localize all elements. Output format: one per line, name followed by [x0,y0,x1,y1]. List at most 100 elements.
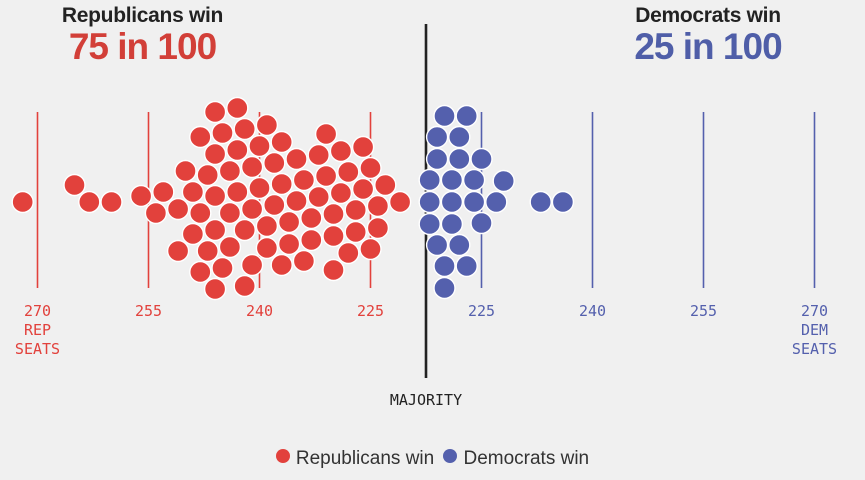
tick-label-dem-255: 255 [690,302,717,320]
data-point-rep [218,159,242,183]
data-point-rep [226,180,249,204]
data-point-rep [233,117,256,141]
data-point-rep [351,135,375,159]
data-point-rep [189,260,212,284]
data-point-dem [448,147,471,171]
data-point-rep [366,194,390,218]
data-point-rep [300,206,323,230]
legend: Republicans win Democrats win [0,448,865,470]
data-point-rep [322,258,345,282]
data-point-rep [203,184,227,208]
data-point-rep [285,189,308,213]
data-point-rep [100,190,123,214]
data-point-dem [433,254,456,278]
data-point-rep [189,125,212,149]
data-point-rep [359,237,382,261]
rep-header-label: Republicans win [61,4,224,27]
dem-header: Democrats win 25 in 100 [608,4,808,68]
tick-label-rep-270-1: REP [24,321,51,339]
data-point-dem [418,190,441,214]
data-point-rep [277,232,301,256]
data-point-rep [196,239,219,263]
legend-item-dem: Democrats win [443,448,589,470]
legend-label-dem: Democrats win [463,448,590,469]
data-point-dem [485,190,508,214]
data-point-rep [359,156,382,180]
data-point-dem [492,169,515,193]
data-point-dem [448,125,471,149]
data-point-rep [211,121,234,145]
tick-label-rep-225: 225 [357,302,384,320]
data-point-rep [226,96,249,120]
data-point-rep [366,216,390,240]
tick-label-rep-240: 240 [246,302,273,320]
data-point-dem [440,190,464,214]
data-point-rep [240,253,264,277]
data-point-dem [418,168,441,192]
data-point-rep [203,100,227,124]
data-point-rep [270,130,293,154]
data-point-rep [174,159,197,183]
data-point-rep [292,249,316,273]
data-point-rep [196,163,219,187]
data-point-rep [181,180,205,204]
data-point-rep [314,164,338,188]
data-point-rep [152,180,175,204]
data-point-dem [529,190,552,214]
data-point-rep [344,198,367,222]
data-point-rep [263,151,286,175]
data-point-rep [166,239,190,263]
data-point-rep [314,122,338,146]
data-point-rep [181,222,205,246]
data-point-rep [248,176,271,200]
data-point-rep [337,241,360,265]
tick-label-dem-270: 270 [801,302,828,320]
data-point-rep [322,202,345,226]
data-point-rep [248,134,271,158]
tick-label-dem-270-2: SEATS [792,340,837,358]
dem-header-odds: 25 in 100 [634,26,782,67]
data-point-rep [166,197,190,221]
data-point-dem [433,276,456,300]
data-point-rep [78,190,101,214]
data-point-rep [189,201,212,225]
data-point-dem [462,168,486,192]
data-point-rep [255,214,279,238]
dem-header-label: Democrats win [635,4,781,27]
data-point-rep [11,190,34,214]
data-point-dem [440,168,464,192]
data-point-rep [300,228,323,252]
data-point-rep [322,224,345,248]
data-point-rep [144,201,168,225]
data-point-rep [374,173,397,197]
tick-label-dem-240: 240 [579,302,606,320]
legend-label-rep: Republicans win [295,448,435,469]
data-point-rep [307,143,330,167]
data-point-rep [203,142,227,166]
data-point-rep [270,172,293,196]
data-point-rep [240,197,264,221]
data-point-dem [425,233,449,257]
data-point-rep [255,236,279,260]
data-point-dem [455,254,478,278]
data-point-rep [388,190,412,214]
data-point-dem [440,212,464,236]
data-point-dem [433,104,456,128]
data-point-rep [337,160,360,184]
data-point-rep [255,113,279,137]
data-point-rep [270,253,293,277]
tick-label-dem-270-1: DEM [801,321,828,339]
data-point-dem [455,104,478,128]
tick-label-dem-225: 225 [468,302,495,320]
tick-label-rep-270: 270 [24,302,51,320]
data-point-dem [462,190,486,214]
data-point-rep [226,138,249,162]
rep-header-odds: 75 in 100 [68,26,217,67]
data-point-dem [418,212,441,236]
tick-label-rep-255: 255 [135,302,162,320]
data-point-rep [292,168,316,192]
data-point-dem [425,125,449,149]
data-point-rep [240,155,264,179]
data-point-dem [470,211,493,235]
data-point-rep [263,193,286,217]
